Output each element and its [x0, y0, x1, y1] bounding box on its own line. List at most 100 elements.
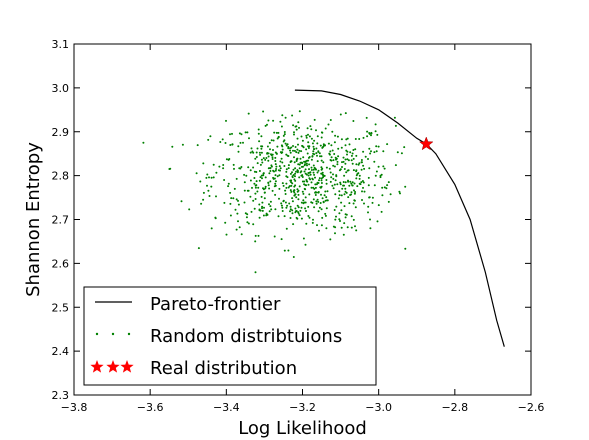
random-distribution-point	[289, 208, 292, 211]
random-distribution-point	[287, 164, 290, 167]
random-distribution-point	[376, 133, 379, 136]
random-distribution-point	[254, 186, 257, 189]
random-distribution-point	[346, 226, 349, 229]
random-distribution-point	[234, 208, 237, 211]
random-distribution-point	[291, 114, 294, 117]
random-distribution-point	[393, 116, 396, 119]
random-distribution-point	[325, 179, 328, 181]
random-distribution-point	[290, 146, 293, 149]
random-distribution-point	[273, 185, 276, 188]
random-distribution-point	[273, 170, 275, 173]
random-distribution-point	[249, 195, 252, 198]
random-distribution-point	[254, 198, 257, 200]
random-distribution-point	[284, 193, 287, 195]
random-distribution-point	[287, 167, 290, 170]
random-distribution-point	[210, 185, 213, 188]
random-distribution-point	[259, 163, 262, 166]
y-tick-label: 2.4	[52, 345, 70, 358]
random-distribution-point	[277, 131, 280, 134]
random-distribution-point	[298, 110, 301, 113]
random-distribution-point	[276, 145, 279, 148]
random-distribution-point	[269, 200, 272, 203]
random-distribution-point	[273, 177, 276, 180]
random-distribution-point	[320, 159, 323, 162]
random-distribution-point	[255, 171, 258, 173]
random-distribution-point	[240, 133, 243, 136]
random-distribution-point	[316, 224, 318, 227]
random-distribution-point	[310, 158, 313, 161]
random-distribution-point	[261, 177, 263, 180]
random-distribution-point	[274, 193, 277, 196]
random-distribution-point	[298, 167, 301, 170]
random-distribution-point	[314, 176, 316, 179]
random-distribution-point	[345, 138, 348, 141]
random-distribution-point	[302, 192, 305, 195]
random-distribution-point	[272, 176, 275, 179]
random-distribution-point	[225, 119, 227, 122]
random-distribution-point	[358, 138, 361, 140]
random-distribution-point	[340, 226, 343, 229]
random-distribution-point	[316, 181, 319, 184]
random-distribution-point	[367, 205, 370, 208]
random-distribution-point	[239, 141, 242, 144]
random-distribution-point	[280, 157, 283, 160]
random-distribution-point	[362, 150, 365, 153]
random-distribution-point	[322, 161, 325, 164]
random-distribution-point	[291, 171, 293, 174]
random-distribution-point	[354, 225, 356, 228]
random-distribution-point	[307, 133, 309, 136]
random-distribution-point	[271, 153, 274, 156]
random-distribution-point	[330, 156, 333, 159]
random-distribution-point	[349, 180, 352, 183]
random-distribution-point	[320, 224, 323, 227]
random-distribution-point	[308, 216, 311, 219]
legend-box	[83, 286, 377, 386]
random-distribution-point	[275, 152, 278, 155]
random-distribution-point	[238, 226, 241, 229]
random-distribution-point	[250, 147, 253, 150]
y-tick-label: 2.8	[52, 170, 70, 183]
random-distribution-point	[298, 176, 301, 179]
random-distribution-point	[298, 163, 301, 166]
random-distribution-point	[318, 152, 321, 155]
random-distribution-point	[310, 186, 313, 189]
random-distribution-point	[294, 179, 297, 182]
random-distribution-point	[340, 194, 343, 197]
random-distribution-point	[321, 167, 324, 170]
random-distribution-point	[302, 237, 305, 240]
random-distribution-point	[339, 168, 342, 171]
random-distribution-point	[343, 174, 346, 177]
random-distribution-point	[314, 183, 317, 186]
random-distribution-point	[281, 182, 284, 185]
random-distribution-point	[308, 163, 311, 166]
random-distribution-point	[317, 200, 320, 203]
random-distribution-point	[267, 184, 270, 187]
random-distribution-point	[321, 216, 324, 219]
random-distribution-point	[229, 214, 232, 217]
random-distribution-point	[325, 182, 328, 185]
random-distribution-point	[343, 222, 346, 225]
random-distribution-point	[290, 190, 293, 193]
random-distribution-point	[352, 149, 355, 151]
random-distribution-point	[254, 240, 257, 243]
random-distribution-point	[344, 144, 347, 147]
random-distribution-point	[312, 152, 315, 155]
random-distribution-point	[287, 249, 290, 252]
y-tick-label: 3.0	[52, 82, 70, 95]
y-tick-label: 2.9	[52, 126, 70, 139]
x-tick-label: −3.6	[137, 401, 164, 414]
random-distribution-point	[224, 221, 227, 224]
random-distribution-point	[312, 198, 315, 201]
random-distribution-point	[294, 146, 297, 148]
random-distribution-point	[268, 187, 271, 190]
random-distribution-point	[375, 150, 378, 153]
random-distribution-point	[374, 123, 377, 126]
random-distribution-point	[233, 187, 236, 190]
random-distribution-point	[326, 199, 329, 202]
random-distribution-point	[246, 131, 249, 134]
random-distribution-point	[293, 149, 296, 152]
random-distribution-point	[312, 164, 315, 167]
random-distribution-point	[269, 180, 272, 183]
random-distribution-point	[308, 135, 311, 138]
